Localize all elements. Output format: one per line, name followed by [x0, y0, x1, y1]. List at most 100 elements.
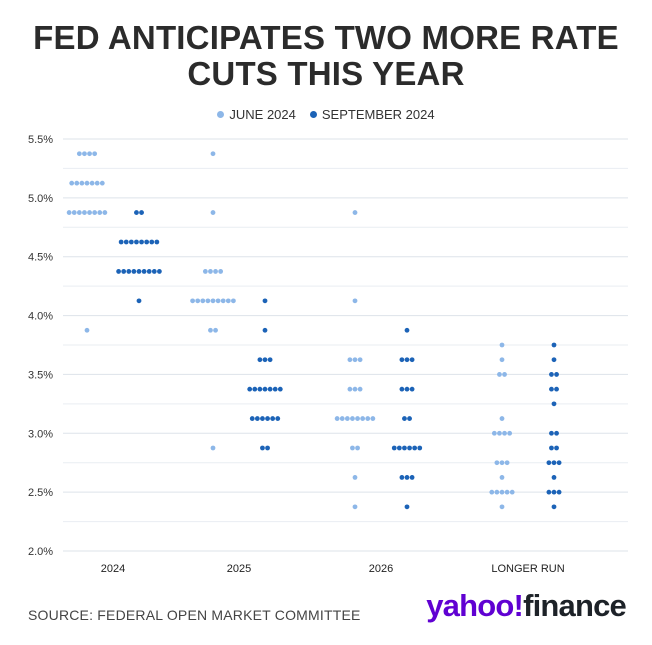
x-tick-label: LONGER RUN	[491, 563, 564, 575]
data-point	[128, 239, 134, 245]
data-point	[402, 445, 407, 451]
data-point	[136, 298, 142, 304]
data-point	[136, 269, 142, 274]
data-point	[350, 445, 355, 451]
data-point	[210, 151, 216, 157]
data-point	[208, 327, 213, 333]
data-point	[66, 210, 72, 215]
data-point	[121, 269, 127, 274]
data-point	[74, 180, 80, 186]
logo-yahoo: yahoo!	[426, 588, 524, 623]
data-point	[260, 445, 265, 451]
data-point	[499, 357, 505, 363]
data-point	[404, 327, 410, 333]
data-point	[87, 210, 92, 215]
data-point	[551, 401, 557, 407]
y-tick-label: 3.5%	[28, 369, 53, 381]
data-point	[213, 327, 218, 333]
data-point	[84, 327, 90, 333]
source-note: SOURCE: FEDERAL OPEN MARKET COMMITTEE	[28, 607, 361, 623]
data-point	[404, 504, 410, 510]
data-point	[549, 430, 554, 436]
y-tick-label: 2.5%	[28, 487, 53, 499]
data-point	[92, 210, 98, 215]
legend-item-september: SEPTEMBER 2024	[309, 107, 435, 122]
data-point	[272, 386, 278, 392]
data-point	[252, 386, 258, 392]
chart-title-line-2: CUTS THIS YEAR	[187, 55, 465, 92]
data-point	[262, 298, 268, 304]
chart-title: FED ANTICIPATES TWO MORE RATE CUTS THIS …	[0, 20, 652, 92]
data-point	[402, 416, 407, 421]
data-point	[249, 416, 255, 421]
data-point	[352, 357, 358, 363]
logo-finance: finance	[523, 588, 627, 623]
legend-item-june: JUNE 2024	[217, 107, 296, 122]
data-point	[357, 357, 363, 363]
legend-label-september: SEPTEMBER 2024	[321, 107, 435, 122]
chart-title-line-1: FED ANTICIPATES TWO MORE RATE	[33, 19, 619, 56]
data-point	[417, 445, 423, 451]
data-point	[69, 180, 75, 186]
data-point	[549, 386, 554, 392]
x-tick-label: 2025	[227, 563, 251, 575]
data-point	[149, 239, 155, 245]
data-point	[79, 180, 85, 186]
data-point	[355, 445, 360, 451]
data-point	[554, 430, 559, 436]
data-point	[102, 210, 108, 215]
data-point	[262, 327, 268, 333]
data-point	[76, 210, 82, 215]
y-tick-label: 2.0%	[28, 546, 53, 558]
data-point	[200, 298, 206, 304]
data-point	[409, 386, 415, 392]
data-point	[87, 151, 92, 157]
data-point	[499, 416, 505, 421]
data-point	[265, 416, 270, 421]
data-point	[123, 239, 129, 245]
data-point	[344, 416, 350, 421]
data-point	[499, 504, 505, 510]
data-point	[260, 416, 265, 421]
data-point	[210, 210, 216, 215]
data-point	[231, 298, 236, 304]
data-point	[267, 386, 273, 392]
data-point	[489, 489, 495, 495]
y-tick-label: 4.0%	[28, 311, 53, 323]
data-point	[365, 416, 371, 421]
data-point	[407, 445, 412, 451]
data-point	[154, 239, 160, 245]
data-point	[551, 475, 557, 480]
data-point	[213, 269, 218, 274]
data-point	[157, 269, 162, 274]
data-point	[202, 269, 208, 274]
y-tick-label: 5.0%	[28, 193, 53, 205]
data-point	[151, 269, 157, 274]
data-point	[491, 430, 497, 436]
data-point	[139, 239, 144, 245]
data-point	[499, 475, 505, 480]
data-point	[360, 416, 366, 421]
data-point	[339, 416, 345, 421]
data-point	[210, 298, 216, 304]
data-point	[277, 386, 283, 392]
y-tick-label: 3.0%	[28, 428, 53, 440]
data-point	[352, 298, 358, 304]
chart-legend: JUNE 2024 SEPTEMBER 2024	[0, 107, 652, 122]
data-point	[497, 372, 502, 377]
data-point	[499, 460, 505, 466]
data-point	[97, 210, 103, 215]
data-point	[352, 475, 358, 480]
data-point	[407, 416, 412, 421]
data-point	[134, 239, 139, 245]
data-point	[118, 239, 124, 245]
data-point	[131, 269, 137, 274]
data-point	[399, 386, 405, 392]
data-point	[399, 357, 405, 363]
x-tick-label: 2024	[101, 563, 125, 575]
data-point	[146, 269, 152, 274]
data-point	[546, 460, 552, 466]
legend-label-june: JUNE 2024	[229, 107, 296, 122]
data-point	[556, 460, 562, 466]
data-point	[507, 430, 513, 436]
